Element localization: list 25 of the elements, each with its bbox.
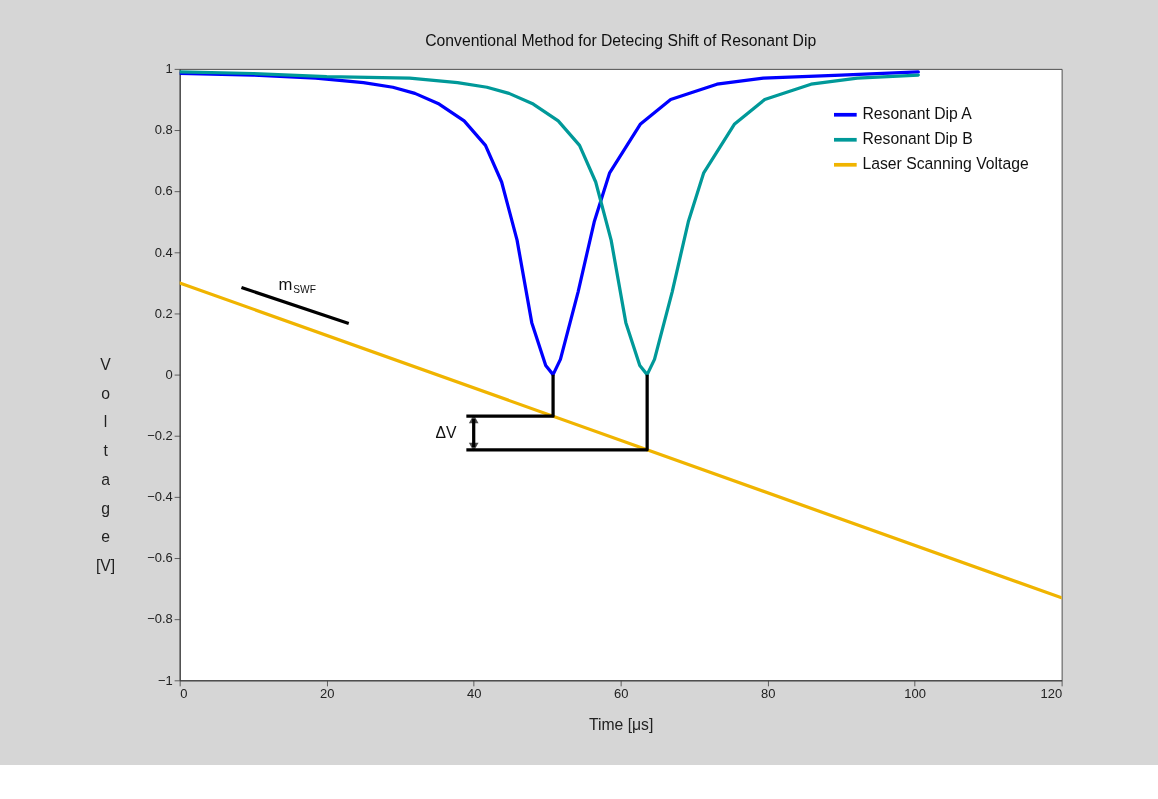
y-tick-label: 0.6 bbox=[154, 183, 173, 199]
y-tick-label: −0.2 bbox=[147, 427, 173, 443]
y-tick-label: −0.6 bbox=[147, 550, 173, 566]
legend-label: Resonant Dip A bbox=[862, 105, 973, 123]
legend-label: Resonant Dip B bbox=[862, 130, 973, 148]
y-tick-label: 0.8 bbox=[154, 122, 173, 138]
annotation: ΔV bbox=[435, 423, 457, 441]
y-tick-label: −0.4 bbox=[147, 489, 173, 505]
legend-label: Laser Scanning Voltage bbox=[862, 155, 1029, 173]
x-tick-label: 40 bbox=[466, 686, 482, 702]
x-axis-title: Time [μs] bbox=[588, 715, 654, 733]
y-tick-label: 0.4 bbox=[154, 244, 173, 260]
x-tick-label: 0 bbox=[180, 686, 188, 702]
y-tick-label: 1 bbox=[165, 61, 173, 77]
y-tick-label: −1 bbox=[157, 672, 173, 688]
y-tick-label: −0.8 bbox=[147, 611, 173, 627]
x-tick-label: 20 bbox=[319, 686, 335, 702]
y-tick-label: 0 bbox=[165, 366, 173, 382]
x-tick-label: 60 bbox=[613, 686, 629, 702]
x-tick-label: 100 bbox=[904, 686, 926, 702]
chart-title: Conventional Method for Detecing Shift of Resonant Dip bbox=[425, 31, 817, 49]
x-tick-label: 80 bbox=[760, 686, 776, 702]
x-tick-label: 120 bbox=[1040, 686, 1063, 702]
y-axis-title: Voltage [V] bbox=[95, 355, 116, 575]
y-tick-label: 0.2 bbox=[154, 305, 173, 321]
